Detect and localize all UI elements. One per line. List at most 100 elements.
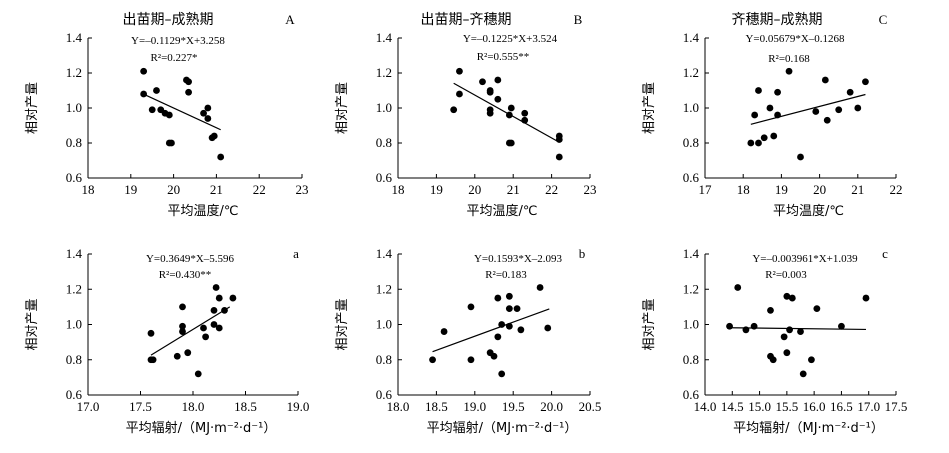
panel-b-x-tick-label: 18.5 (425, 399, 448, 414)
panel-a-data-point (184, 349, 192, 357)
panel-A-data-point (148, 106, 156, 114)
panel-a-data-point (202, 333, 210, 341)
panel-c-data-point (783, 349, 791, 357)
panel-c-panel-label: c (882, 246, 888, 261)
panel-c-y-tick-label: 1.0 (683, 317, 699, 332)
panel-a-y-tick-label: 0.6 (66, 387, 83, 402)
panel-C-x-tick-label: 19 (775, 182, 788, 197)
panel-a-data-point (215, 294, 223, 302)
panel-A-equation: Y=–0.1129*X+3.258 (131, 35, 225, 47)
panel-a-panel-label: a (293, 246, 299, 261)
panel-B-equation: Y=–0.1225*X+3.524 (463, 33, 558, 45)
panel-B-y-axis-label: 相对产量 (335, 82, 350, 134)
panel-B-panel-label: B (574, 12, 583, 27)
panel-A-y-tick-label: 1.0 (66, 100, 82, 115)
panel-C-data-point (823, 116, 831, 124)
panel-C-y-tick-label: 1.4 (683, 30, 700, 45)
panel-a-x-tick-label: 17.0 (77, 399, 100, 414)
panel-b-data-point (467, 356, 475, 364)
panel-b-data-point (513, 305, 521, 313)
panel-c-data-point (734, 284, 742, 291)
panel-B-data-point (505, 111, 513, 119)
panel-b-x-tick-label: 19.5 (502, 399, 525, 414)
panel-b-fit-line (432, 308, 550, 353)
panel-A-x-tick-label: 23 (296, 182, 309, 197)
panel-A-data-point (140, 67, 148, 75)
panel-a-data-point (149, 356, 157, 364)
panel-a-x-axis-label: 平均辐射/（MJ·m⁻²·d⁻¹） (126, 420, 277, 436)
panel-C-data-point (785, 67, 793, 75)
panel-C-y-tick-label: 0.8 (683, 135, 699, 150)
panel-B-data-point (494, 95, 502, 103)
panel-c-equation: Y=–0.003961*X+1.039 (752, 253, 858, 265)
panel-B-x-tick-label: 19 (430, 182, 443, 197)
panel-C-x-tick-label: 21 (851, 182, 864, 197)
panel-c-x-tick-label: 17.5 (885, 399, 908, 414)
panel-B-fit-line (453, 82, 560, 143)
panel-A-fit-line (143, 93, 221, 131)
panel-a-data-point (200, 324, 207, 332)
panel-C-y-axis-label: 相对产量 (642, 82, 657, 134)
panel-A-x-axis-label: 平均温度/℃ (168, 203, 239, 219)
panel-b-data-point (494, 333, 502, 341)
panel-A-y-tick-label: 0.6 (66, 170, 83, 185)
panel-b-x-tick-label: 18.0 (387, 399, 410, 414)
panel-A-x-tick-label: 21 (210, 182, 223, 197)
panel-A-data-point (210, 132, 218, 140)
panel-b-data-point (505, 292, 513, 300)
panel-a-data-point (179, 322, 186, 330)
panel-b-y-tick-label: 1.0 (376, 317, 392, 332)
panel-b-data-point (505, 305, 513, 313)
panel-c-x-tick-label: 16.0 (803, 399, 826, 414)
panel-c-fit-line (729, 327, 866, 331)
panel-B-x-tick-label: 18 (392, 182, 405, 197)
panel-a-x-tick-label: 19.0 (287, 399, 310, 414)
panel-C-x-axis-label: 平均温度/℃ (773, 203, 844, 219)
panel-A-title: 出苗期–成熟期 (123, 12, 214, 28)
panel-b-x-tick-label: 20.0 (540, 399, 563, 414)
panel-c-data-point (862, 294, 870, 302)
panel-C-r-squared: R²=0.168 (768, 53, 810, 65)
panel-b-data-point (490, 352, 498, 360)
panel-a-data-point (179, 328, 186, 335)
panel-B-y-tick-label: 0.6 (376, 170, 393, 185)
panel-B-data-point (494, 76, 502, 84)
panel-c-data-point (808, 356, 815, 364)
panel-B-x-tick-label: 22 (545, 182, 558, 197)
panel-a-x-tick-label: 18.5 (234, 399, 257, 414)
panel-C-data-point (760, 134, 768, 142)
panel-b-data-point (467, 303, 475, 311)
panel-c-data-point (788, 294, 796, 302)
panel-b-x-axis-label: 平均辐射/（MJ·m⁻²·d⁻¹） (427, 420, 578, 436)
panel-c-x-tick-label: 15.0 (748, 399, 771, 414)
panel-a-data-point (147, 329, 155, 337)
panel-A-x-tick-label: 18 (82, 182, 95, 197)
panel-a-data-point (210, 307, 218, 314)
panel-B-data-point (456, 90, 463, 98)
panel-B-data-point (450, 106, 458, 114)
panel-b-equation: Y=0.1593*X–2.093 (474, 253, 563, 265)
panel-C-data-point (846, 88, 854, 96)
panel-b-y-tick-label: 1.4 (376, 246, 393, 261)
panel-b-panel-label: b (579, 246, 586, 261)
panel-C-x-tick-label: 17 (699, 182, 713, 197)
panel-A-panel-label: A (285, 12, 295, 27)
panel-B-data-point (555, 136, 563, 143)
panel-B-x-tick-label: 21 (507, 182, 520, 197)
panel-B-data-point (507, 139, 515, 147)
panel-B-y-tick-label: 0.8 (376, 135, 392, 150)
panel-a-data-point (212, 284, 220, 291)
panel-c-data-point (786, 326, 793, 334)
panel-B-data-point (486, 109, 494, 117)
panel-C-x-tick-label: 20 (813, 182, 826, 197)
panel-C-data-point (862, 78, 869, 86)
panel-b-data-point (517, 326, 525, 334)
panel-b-r-squared: R²=0.183 (485, 269, 527, 281)
panel-a-x-tick-label: 18.0 (182, 399, 205, 414)
panel-a-data-point (194, 370, 202, 378)
panel-B-x-tick-label: 20 (468, 182, 481, 197)
panel-c-x-axis-label: 平均辐射/（MJ·m⁻²·d⁻¹） (733, 420, 884, 436)
panel-c-data-point (797, 328, 804, 335)
panel-A-y-tick-label: 1.2 (66, 65, 82, 80)
panel-b-data-point (440, 328, 448, 335)
